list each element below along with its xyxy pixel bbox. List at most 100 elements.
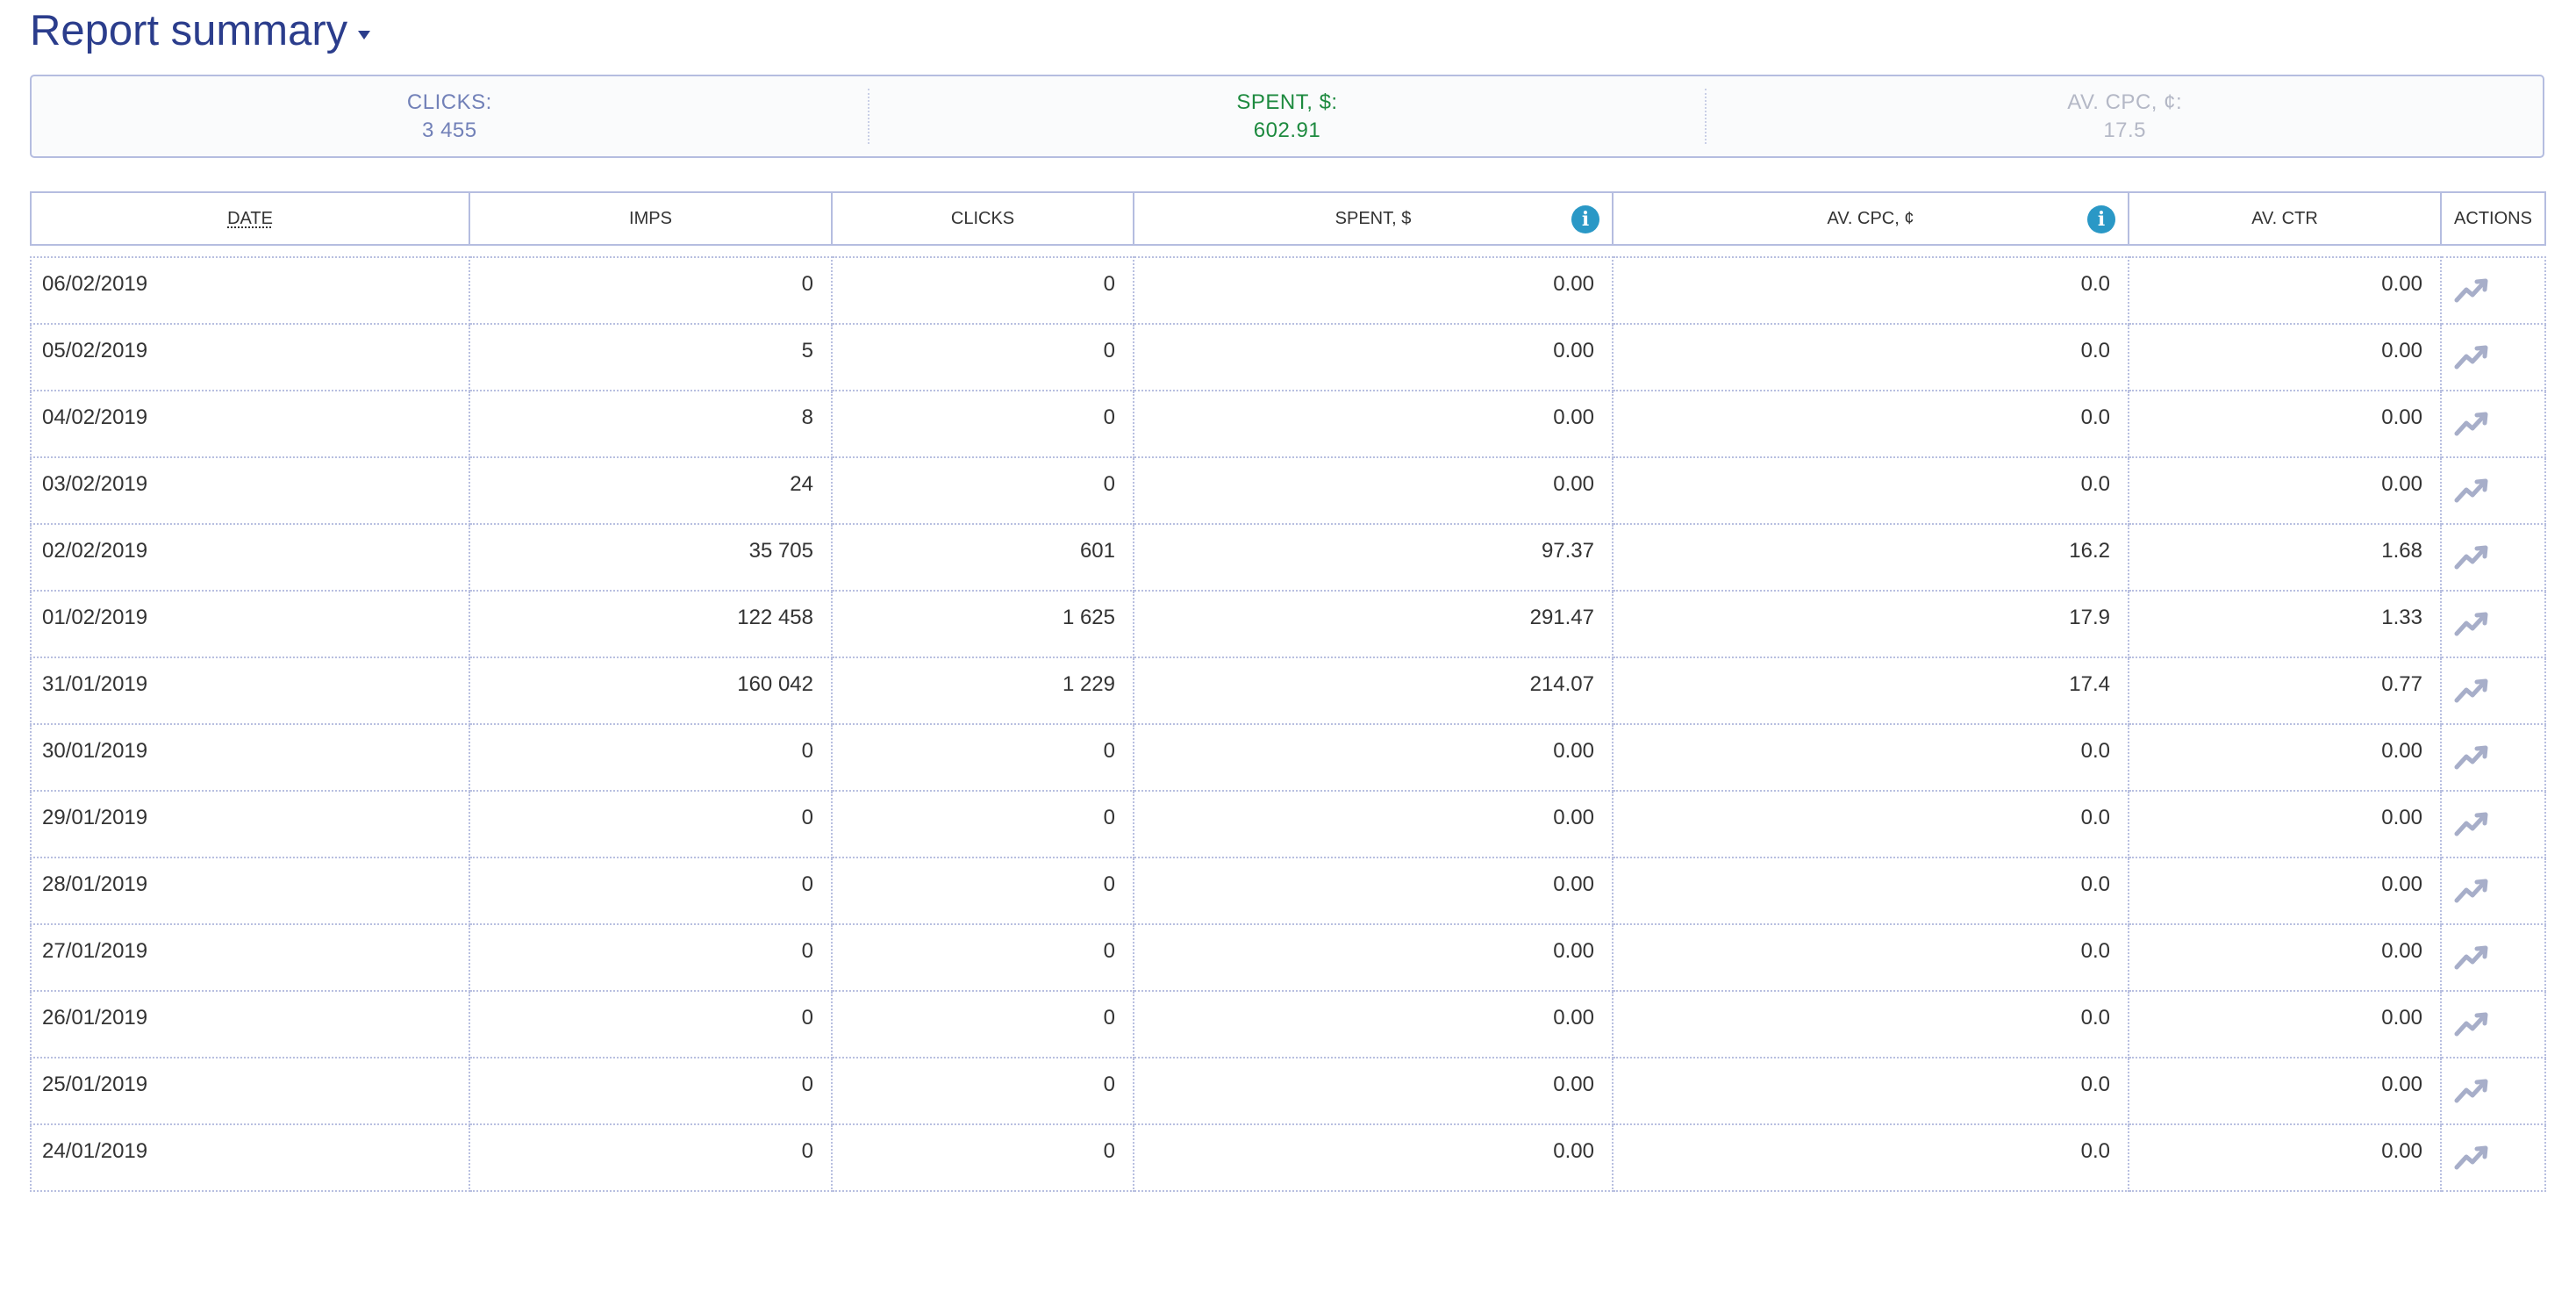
column-header-ctr[interactable]: AV. CTR — [2128, 191, 2442, 246]
trending-up-icon[interactable] — [2454, 1074, 2493, 1106]
cell-clicks: 0 — [831, 790, 1134, 858]
cell-imps: 0 — [469, 723, 833, 792]
summary-clicks-value: 3 455 — [422, 118, 477, 142]
cell-ctr: 0.00 — [2128, 323, 2442, 391]
cell-date: 26/01/2019 — [30, 990, 470, 1058]
cell-ctr: 1.33 — [2128, 590, 2442, 658]
cell-ctr: 0.00 — [2128, 256, 2442, 325]
cell-clicks: 0 — [831, 256, 1134, 325]
cell-actions — [2440, 390, 2546, 458]
cell-clicks: 0 — [831, 1057, 1134, 1125]
cell-spent: 0.00 — [1133, 323, 1614, 391]
cell-date: 04/02/2019 — [30, 390, 470, 458]
cell-actions — [2440, 857, 2546, 925]
cell-clicks: 0 — [831, 1123, 1134, 1192]
column-header-spent-label: SPENT, $ — [1335, 208, 1412, 228]
table-row: 30/01/2019 0 0 0.00 0.0 0.00 — [30, 723, 2546, 792]
trending-up-icon[interactable] — [2454, 407, 2493, 439]
cell-spent: 0.00 — [1133, 990, 1614, 1058]
trending-up-icon[interactable] — [2454, 874, 2493, 906]
summary-spent-label: SPENT, $: — [1236, 90, 1338, 114]
column-header-date[interactable]: DATE — [30, 191, 470, 246]
column-header-clicks[interactable]: CLICKS — [831, 191, 1134, 246]
cell-ctr: 0.00 — [2128, 456, 2442, 525]
cell-actions — [2440, 923, 2546, 992]
cell-clicks: 0 — [831, 723, 1134, 792]
table-row: 03/02/2019 24 0 0.00 0.0 0.00 — [30, 456, 2546, 525]
cell-spent: 0.00 — [1133, 923, 1614, 992]
cell-imps: 0 — [469, 1123, 833, 1192]
cell-cpc: 17.9 — [1612, 590, 2129, 658]
cell-imps: 0 — [469, 1057, 833, 1125]
cell-cpc: 0.0 — [1612, 1123, 2129, 1192]
trending-up-icon[interactable] — [2454, 674, 2493, 706]
cpc-info-icon[interactable]: i — [2087, 205, 2115, 233]
spent-info-icon[interactable]: i — [1571, 205, 1599, 233]
column-header-cpc[interactable]: AV. CPC, ¢ i — [1612, 191, 2129, 246]
caret-down-icon — [358, 31, 371, 39]
cell-cpc: 0.0 — [1612, 456, 2129, 525]
cell-cpc: 0.0 — [1612, 1057, 2129, 1125]
cell-imps: 5 — [469, 323, 833, 391]
table-row: 28/01/2019 0 0 0.00 0.0 0.00 — [30, 857, 2546, 925]
cell-ctr: 0.00 — [2128, 990, 2442, 1058]
column-header-actions: ACTIONS — [2440, 191, 2546, 246]
trending-up-icon[interactable] — [2454, 1141, 2493, 1173]
summary-spent: SPENT, $: 602.91 — [867, 89, 1706, 144]
cell-date: 03/02/2019 — [30, 456, 470, 525]
column-header-ctr-label: AV. CTR — [2251, 208, 2318, 228]
trending-up-icon[interactable] — [2454, 1008, 2493, 1039]
cell-date: 01/02/2019 — [30, 590, 470, 658]
cell-clicks: 1 229 — [831, 657, 1134, 725]
summary-cpc-label: AV. CPC, ¢: — [2067, 90, 2183, 114]
cell-spent: 0.00 — [1133, 256, 1614, 325]
cell-ctr: 0.00 — [2128, 1057, 2442, 1125]
trending-up-icon[interactable] — [2454, 474, 2493, 506]
cell-actions — [2440, 456, 2546, 525]
report-summary-dropdown[interactable]: Report summary — [30, 2, 371, 60]
cell-cpc: 17.4 — [1612, 657, 2129, 725]
cell-ctr: 0.00 — [2128, 723, 2442, 792]
table-row: 02/02/2019 35 705 601 97.37 16.2 1.68 — [30, 523, 2546, 592]
cell-actions — [2440, 1057, 2546, 1125]
summary-clicks: CLICKS: 3 455 — [32, 76, 868, 156]
trending-up-icon[interactable] — [2454, 274, 2493, 305]
cell-date: 27/01/2019 — [30, 923, 470, 992]
column-header-spent[interactable]: SPENT, $ i — [1133, 191, 1614, 246]
cell-spent: 214.07 — [1133, 657, 1614, 725]
cell-cpc: 0.0 — [1612, 990, 2129, 1058]
summary-spent-value: 602.91 — [1253, 118, 1321, 142]
cell-clicks: 0 — [831, 323, 1134, 391]
cell-ctr: 0.00 — [2128, 1123, 2442, 1192]
trending-up-icon[interactable] — [2454, 341, 2493, 372]
trending-up-icon[interactable] — [2454, 541, 2493, 572]
cell-actions — [2440, 1123, 2546, 1192]
trending-up-icon[interactable] — [2454, 941, 2493, 972]
table-row: 04/02/2019 8 0 0.00 0.0 0.00 — [30, 390, 2546, 458]
table-row: 29/01/2019 0 0 0.00 0.0 0.00 — [30, 790, 2546, 858]
cell-spent: 0.00 — [1133, 790, 1614, 858]
trending-up-icon[interactable] — [2454, 807, 2493, 839]
trending-up-icon[interactable] — [2454, 607, 2493, 639]
cell-cpc: 16.2 — [1612, 523, 2129, 592]
cell-clicks: 0 — [831, 990, 1134, 1058]
cell-ctr: 0.00 — [2128, 390, 2442, 458]
cell-clicks: 601 — [831, 523, 1134, 592]
summary-panel: CLICKS: 3 455 SPENT, $: 602.91 AV. CPC, … — [30, 75, 2544, 158]
column-header-imps[interactable]: IMPS — [469, 191, 833, 246]
table-row: 31/01/2019 160 042 1 229 214.07 17.4 0.77 — [30, 657, 2546, 725]
cell-date: 06/02/2019 — [30, 256, 470, 325]
page-title: Report summary — [30, 7, 348, 54]
table-header-row: DATE IMPS CLICKS SPENT, $ i AV. CPC, ¢ i A… — [30, 191, 2546, 246]
summary-cpc: AV. CPC, ¢: 17.5 — [1705, 89, 2543, 144]
summary-clicks-label: CLICKS: — [406, 90, 492, 114]
cell-cpc: 0.0 — [1612, 923, 2129, 992]
cell-clicks: 0 — [831, 456, 1134, 525]
column-header-cpc-label: AV. CPC, ¢ — [1827, 208, 1914, 228]
cell-ctr: 0.00 — [2128, 857, 2442, 925]
cell-cpc: 0.0 — [1612, 390, 2129, 458]
trending-up-icon[interactable] — [2454, 741, 2493, 772]
cell-date: 31/01/2019 — [30, 657, 470, 725]
cell-actions — [2440, 590, 2546, 658]
cell-clicks: 0 — [831, 923, 1134, 992]
